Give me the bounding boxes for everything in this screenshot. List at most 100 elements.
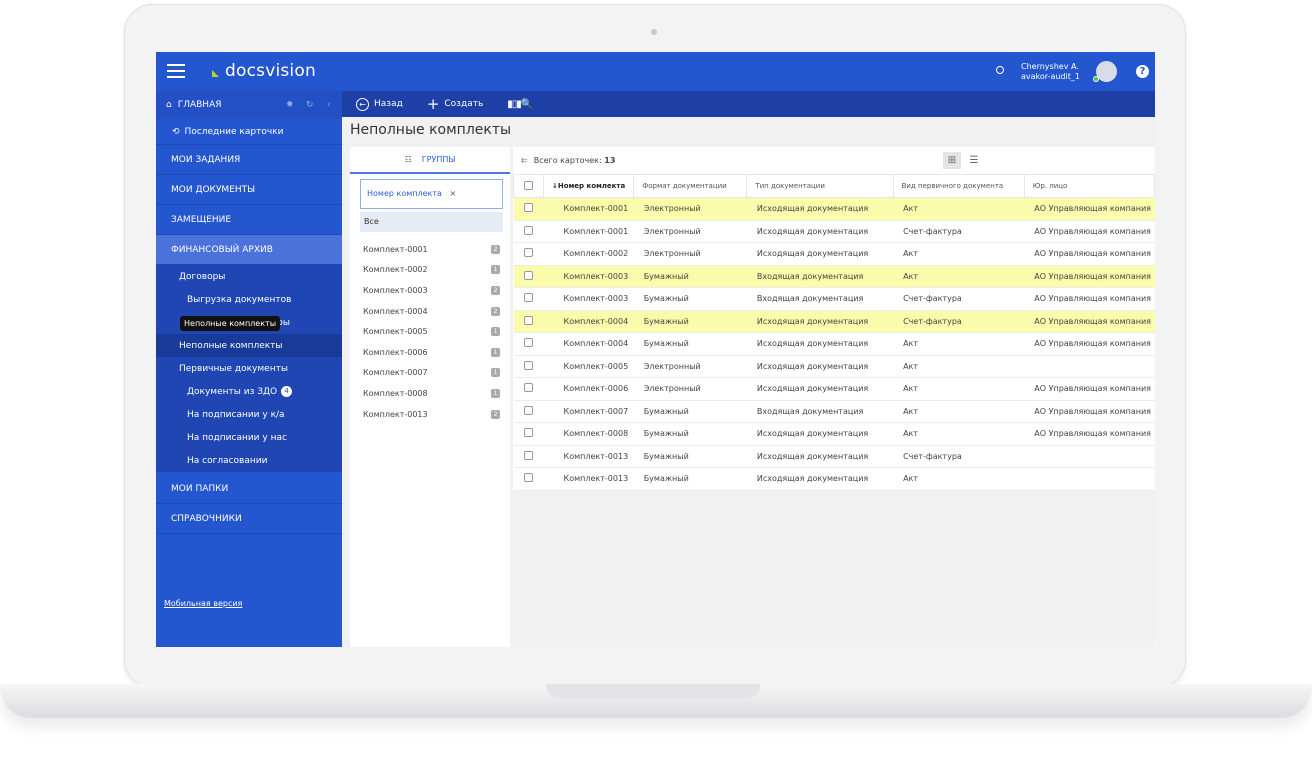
table-cell bbox=[1024, 355, 1155, 378]
table-cell: Комплект-0013 bbox=[543, 445, 634, 468]
column-header[interactable]: Вид первичного документа bbox=[892, 174, 1025, 198]
sidebar-subitem[interactable]: На подписании у к/а bbox=[156, 403, 342, 426]
group-item[interactable]: Комплект-0005 1 bbox=[350, 321, 510, 342]
row-checkbox[interactable] bbox=[523, 360, 533, 370]
row-checkbox[interactable] bbox=[523, 428, 533, 438]
sidebar-item-recent[interactable]: ⟲ Последние карточки bbox=[156, 119, 342, 145]
row-checkbox[interactable] bbox=[523, 315, 533, 325]
search-icon[interactable] bbox=[996, 66, 1004, 74]
table-row[interactable]: Комплект-0004 Бумажный Исходящая документа… bbox=[513, 332, 1155, 356]
sidebar-subitem[interactable]: Документы из ЗДО 4 bbox=[156, 380, 342, 403]
back-button[interactable]: ← Назад bbox=[356, 97, 403, 111]
group-filter-chip[interactable]: Номер комплекта × bbox=[360, 179, 503, 209]
row-checkbox[interactable] bbox=[523, 203, 533, 213]
row-checkbox[interactable] bbox=[523, 383, 533, 393]
sidebar-subitem[interactable]: Выгрузка документов bbox=[156, 288, 342, 311]
table-cell: Акт bbox=[893, 197, 1025, 221]
avatar[interactable] bbox=[1096, 61, 1117, 82]
collapse-panel-icon[interactable]: ⇇ bbox=[521, 156, 528, 165]
column-header[interactable]: Формат документации bbox=[633, 174, 748, 198]
user-info[interactable]: Chernyshev A. avakor-audit_1 bbox=[1021, 62, 1080, 81]
tab-groups[interactable]: ☷ ГРУППЫ bbox=[350, 147, 510, 174]
menu-icon[interactable] bbox=[167, 64, 185, 78]
column-header[interactable]: Тип документации bbox=[746, 174, 894, 198]
sidebar-subitem[interactable]: На согласовании bbox=[156, 449, 342, 472]
refresh-icon[interactable]: ↻ bbox=[306, 100, 314, 110]
table-row[interactable]: Комплект-0013 Бумажный Исходящая документа… bbox=[513, 445, 1155, 468]
group-item[interactable]: Комплект-0013 2 bbox=[350, 404, 510, 425]
table-row[interactable]: Комплект-0008 Бумажный Исходящая документа… bbox=[513, 422, 1155, 446]
row-checkbox[interactable] bbox=[523, 338, 533, 348]
table-view-icon[interactable]: ⊞ bbox=[943, 152, 961, 169]
table-row[interactable]: Комплект-0006 Электронный Исходящая докуме… bbox=[513, 377, 1155, 401]
group-item[interactable]: Комплект-0001 2 bbox=[350, 239, 510, 260]
table-row[interactable]: Комплект-0007 Бумажный Входящая документац… bbox=[513, 400, 1155, 423]
sidebar-subitem[interactable]: На подписании у нас bbox=[156, 426, 342, 449]
barcode-search-button[interactable]: ▮▯▮🔍 bbox=[507, 99, 533, 110]
row-checkbox[interactable] bbox=[523, 405, 533, 415]
laptop-notch bbox=[546, 684, 760, 698]
list-view-icon[interactable]: ☰ bbox=[969, 155, 979, 166]
home-icon: ⌂ bbox=[166, 100, 172, 110]
row-checkbox[interactable] bbox=[523, 225, 533, 235]
table-cell: Входящая документация bbox=[746, 265, 894, 288]
table-cell: Акт bbox=[893, 377, 1025, 401]
group-item[interactable]: Комплект-0006 1 bbox=[350, 342, 510, 363]
row-checkbox[interactable] bbox=[523, 473, 533, 483]
table-row[interactable]: Комплект-0013 Бумажный Исходящая документа… bbox=[513, 467, 1155, 491]
table-row[interactable]: Комплект-0003 Бумажный Входящая документац… bbox=[513, 265, 1155, 288]
sidebar-subitem[interactable]: Неполные комплекты bbox=[156, 334, 342, 357]
table-cell: Бумажный bbox=[633, 332, 747, 356]
sidebar-item-home[interactable]: ⌂ ГЛАВНАЯ ✹ ↻ ‹ bbox=[156, 91, 342, 119]
logo[interactable]: docsvision bbox=[225, 61, 316, 81]
table-row[interactable]: Комплект-0001 Электронный Исходящая докуме… bbox=[513, 197, 1155, 221]
table-cell: Электронный bbox=[633, 242, 747, 266]
column-label: Вид первичного документа bbox=[901, 182, 1004, 190]
row-select-cell bbox=[513, 445, 544, 468]
table-cell: Комплект-0001 bbox=[543, 220, 634, 243]
sidebar-section[interactable]: МОИ ПАПКИ bbox=[156, 474, 342, 504]
table-cell: Комплект-0002 bbox=[543, 242, 634, 266]
sidebar-subitem[interactable]: Первичные документы bbox=[156, 357, 342, 380]
sidebar-section[interactable]: СПРАВОЧНИКИ bbox=[156, 504, 342, 534]
settings-icon[interactable]: ✹ bbox=[286, 100, 294, 110]
sidebar-section-label: МОИ ДОКУМЕНТЫ bbox=[171, 184, 256, 195]
group-item[interactable]: Комплект-0002 1 bbox=[350, 260, 510, 281]
sidebar-subitem[interactable]: Договоры bbox=[156, 265, 342, 288]
create-button[interactable]: + Создать bbox=[426, 95, 484, 113]
group-item[interactable]: Комплект-0003 2 bbox=[350, 280, 510, 301]
table-cell: Исходящая документация bbox=[746, 310, 894, 333]
sidebar-section[interactable]: МОИ ЗАДАНИЯ bbox=[156, 145, 342, 175]
sidebar-subitem-label: оры bbox=[271, 317, 290, 328]
table-cell: Комплект-0004 bbox=[543, 332, 634, 356]
row-checkbox[interactable] bbox=[523, 270, 533, 280]
table-cell: АО Управляющая компания bbox=[1024, 287, 1155, 311]
row-checkbox[interactable] bbox=[523, 450, 533, 460]
mobile-version-link[interactable]: Мобильная версия bbox=[164, 599, 243, 608]
group-item[interactable]: Комплект-0007 1 bbox=[350, 363, 510, 384]
column-header[interactable]: Юр. лицо bbox=[1023, 174, 1155, 198]
group-item[interactable]: Комплект-0008 1 bbox=[350, 383, 510, 404]
group-all[interactable]: Все bbox=[360, 212, 503, 232]
sidebar-section[interactable]: ЗАМЕЩЕНИЕ bbox=[156, 205, 342, 235]
column-header[interactable]: ↓Номер комлекта bbox=[543, 174, 635, 198]
collapse-icon[interactable]: ‹ bbox=[327, 100, 331, 110]
table-row[interactable]: Комплект-0003 Бумажный Входящая документац… bbox=[513, 287, 1155, 311]
table-row[interactable]: Комплект-0005 Электронный Исходящая докуме… bbox=[513, 355, 1155, 378]
table-row[interactable]: Комплект-0001 Электронный Исходящая докуме… bbox=[513, 220, 1155, 243]
table-cell: Комплект-0007 bbox=[543, 400, 634, 423]
select-all-checkbox[interactable] bbox=[524, 180, 533, 190]
table-cell: Бумажный bbox=[633, 287, 747, 311]
help-icon[interactable]: ? bbox=[1136, 65, 1149, 78]
app-screen: docsvision Chernyshev A. avakor-audit_1 ?… bbox=[156, 52, 1155, 647]
table-cell: Исходящая документация bbox=[746, 445, 894, 468]
table-row[interactable]: Комплект-0004 Бумажный Исходящая документа… bbox=[513, 310, 1155, 333]
group-item[interactable]: Комплект-0004 2 bbox=[350, 301, 510, 322]
sidebar-section[interactable]: МОИ ДОКУМЕНТЫ bbox=[156, 175, 342, 205]
remove-filter-icon[interactable]: × bbox=[449, 189, 457, 198]
row-checkbox[interactable] bbox=[523, 248, 533, 258]
table-row[interactable]: Комплект-0002 Электронный Исходящая докуме… bbox=[513, 242, 1155, 266]
table-cell: Исходящая документация bbox=[746, 355, 894, 378]
row-checkbox[interactable] bbox=[523, 293, 533, 303]
sidebar-section[interactable]: ФИНАНСОВЫЙ АРХИВ bbox=[156, 235, 342, 265]
